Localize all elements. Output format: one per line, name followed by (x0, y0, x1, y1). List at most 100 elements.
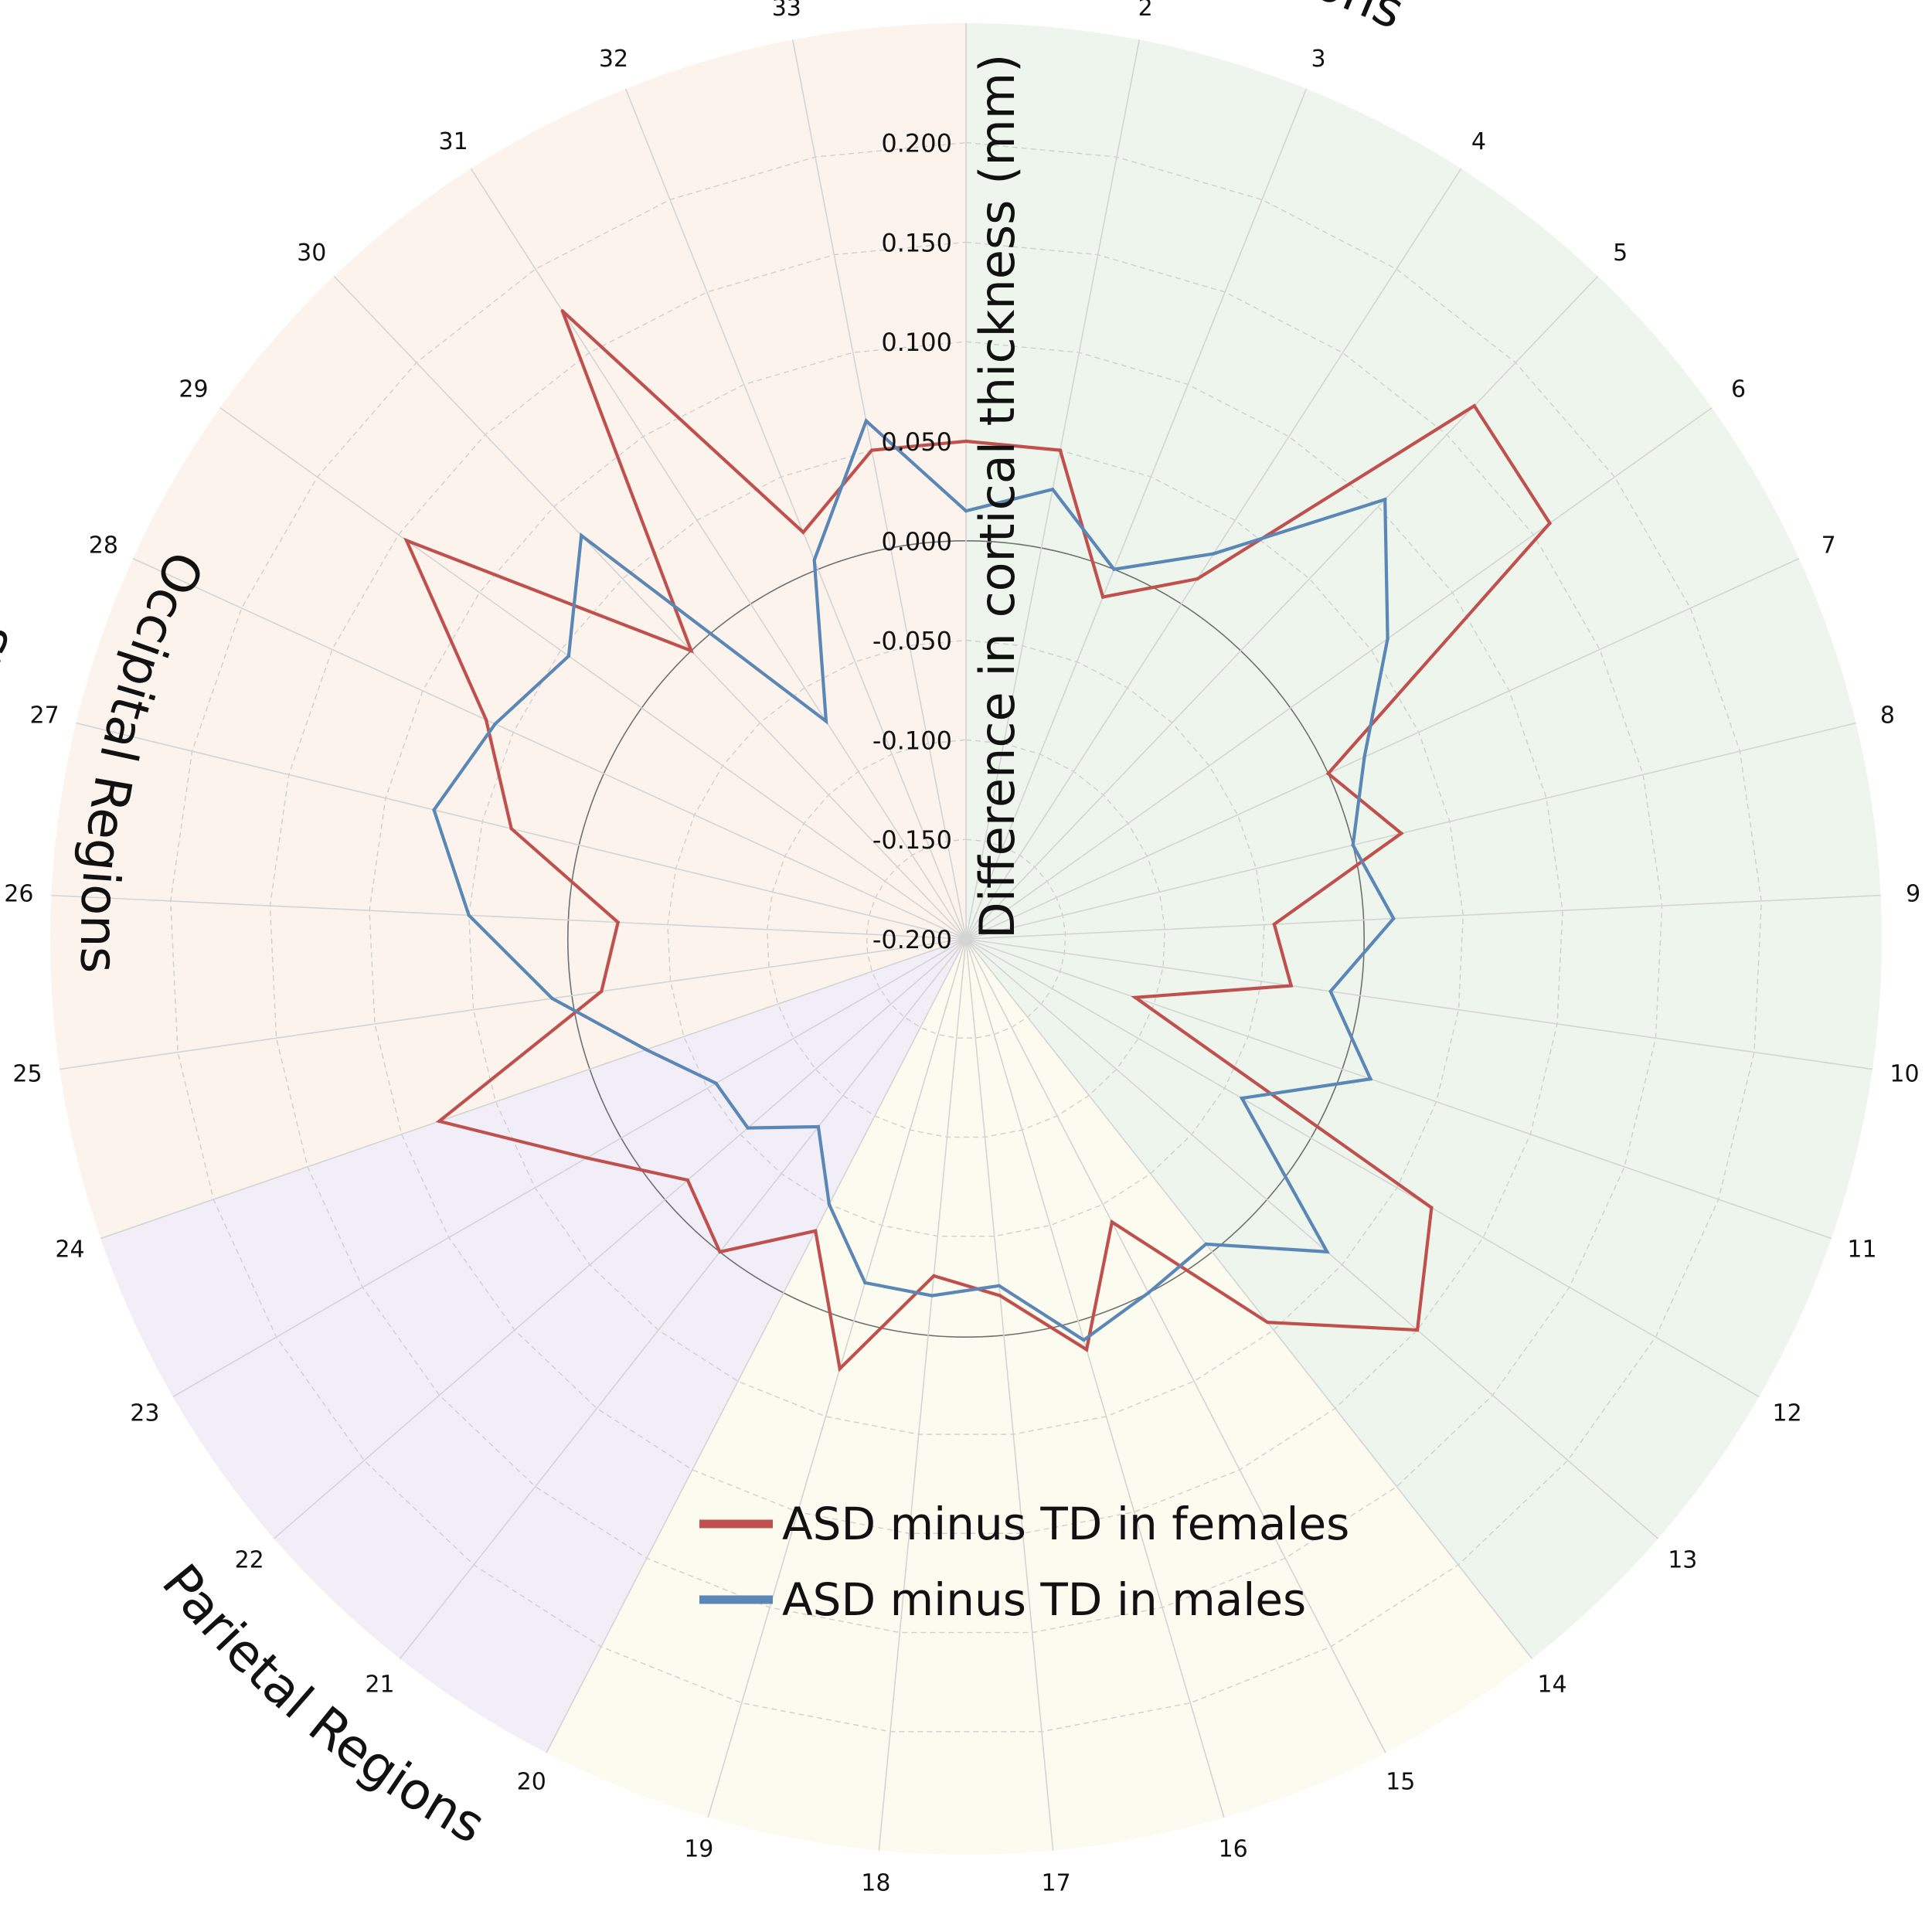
grid-spoke (791, 39, 967, 940)
axis-title: Difference in cortical thickness (mm) (969, 54, 1026, 939)
data-point (484, 718, 488, 722)
data-point (930, 1294, 934, 1298)
grid-spoke (965, 938, 1386, 1753)
grid-spoke (965, 938, 1832, 1240)
category-label: 14 (1537, 1671, 1566, 1698)
legend: ASD minus TD in females ASD minus TD in … (699, 1498, 1349, 1626)
category-label: 27 (29, 702, 59, 730)
grid-spoke (965, 406, 1713, 940)
data-point (1050, 488, 1055, 491)
category-label: 21 (365, 1671, 394, 1698)
ring-tick-label: 0.100 (881, 328, 952, 357)
data-point (1265, 1320, 1270, 1325)
grid-spoke (219, 406, 967, 940)
data-point (493, 722, 497, 726)
data-point (1362, 755, 1366, 759)
category-label: 1 (958, 0, 973, 5)
grid-spoke (965, 88, 1308, 940)
data-point (1240, 1096, 1244, 1100)
ring-tick-label: 0.050 (881, 427, 952, 457)
data-point (1272, 922, 1277, 927)
category-label: 12 (1773, 1400, 1802, 1427)
data-point (550, 996, 554, 1001)
category-label: 19 (684, 1835, 713, 1862)
grid-ring (170, 141, 1762, 1733)
data-point (616, 920, 620, 924)
region-sector-frontal (966, 23, 1882, 1659)
data-point (509, 827, 513, 831)
data-point (1326, 771, 1330, 776)
data-point (824, 719, 828, 723)
ring-tick-label: -0.050 (872, 627, 952, 656)
region-sectors (50, 23, 1882, 1855)
legend-label-males: ASD minus TD in males (782, 1573, 1306, 1626)
grid-spoke (546, 938, 967, 1753)
data-point (685, 1178, 690, 1182)
data-point (644, 1048, 648, 1052)
data-point (714, 1081, 718, 1085)
series-lines (403, 309, 1553, 1372)
grid-spoke (624, 88, 967, 940)
category-label: 23 (130, 1400, 159, 1427)
series-line-males (432, 418, 1396, 1342)
category-label: 9 (1906, 881, 1920, 908)
category-label: 16 (1219, 1835, 1248, 1862)
grid-spoke (965, 938, 1225, 1818)
data-point (1082, 1338, 1086, 1342)
ring-tick-label: 0.000 (881, 527, 952, 556)
data-point (997, 1284, 1002, 1287)
data-point (864, 419, 869, 423)
grid-spoke (965, 894, 1881, 940)
data-point (432, 808, 436, 812)
category-label: 6 (1731, 376, 1746, 403)
ring-tick-label: -0.200 (872, 925, 952, 954)
category-label: 10 (1889, 1061, 1919, 1088)
grid-spoke (965, 722, 1856, 940)
data-point (1212, 552, 1216, 556)
data-point (838, 1366, 842, 1371)
data-point (718, 1250, 722, 1254)
data-point (1386, 637, 1389, 641)
data-point (746, 1126, 750, 1130)
data-point (814, 1229, 818, 1233)
grid-spoke (172, 938, 967, 1398)
grid-spoke (965, 938, 1760, 1398)
data-point (1325, 1250, 1329, 1254)
ring-tick-label: 0.150 (881, 228, 952, 257)
category-label: 22 (235, 1547, 264, 1574)
grid-spoke (965, 938, 1873, 1070)
grid-spoke (965, 938, 1054, 1851)
category-label: 5 (1613, 240, 1628, 267)
grid-spoke (965, 938, 1533, 1659)
grid-spoke (707, 938, 967, 1818)
data-point (580, 533, 583, 538)
data-point (816, 1124, 821, 1129)
category-label: 18 (861, 1869, 890, 1896)
category-label: 25 (12, 1061, 42, 1088)
data-point (600, 989, 604, 994)
data-point (1548, 521, 1552, 525)
category-label: 32 (599, 46, 628, 73)
data-point (1328, 989, 1332, 994)
data-point (1415, 1328, 1420, 1332)
grid-spoke (59, 938, 967, 1070)
category-label: 8 (1880, 702, 1895, 730)
ring-tick-label: 0.200 (881, 129, 952, 158)
grid-spoke (965, 558, 1800, 940)
data-point (812, 558, 816, 562)
data-point (1146, 1291, 1151, 1295)
data-point (1110, 1220, 1114, 1224)
region-sector-occipital (100, 939, 966, 1753)
category-label: 7 (1821, 532, 1836, 559)
grid-spoke (132, 558, 967, 940)
data-point (1100, 595, 1105, 599)
grid-ring (369, 341, 1563, 1535)
data-point (566, 654, 571, 658)
data-point (1351, 843, 1355, 847)
grid-spoke (399, 938, 967, 1659)
grid-spoke (878, 938, 967, 1851)
data-point (584, 1156, 589, 1160)
category-label: 4 (1471, 128, 1486, 155)
grid-ring (269, 241, 1663, 1634)
